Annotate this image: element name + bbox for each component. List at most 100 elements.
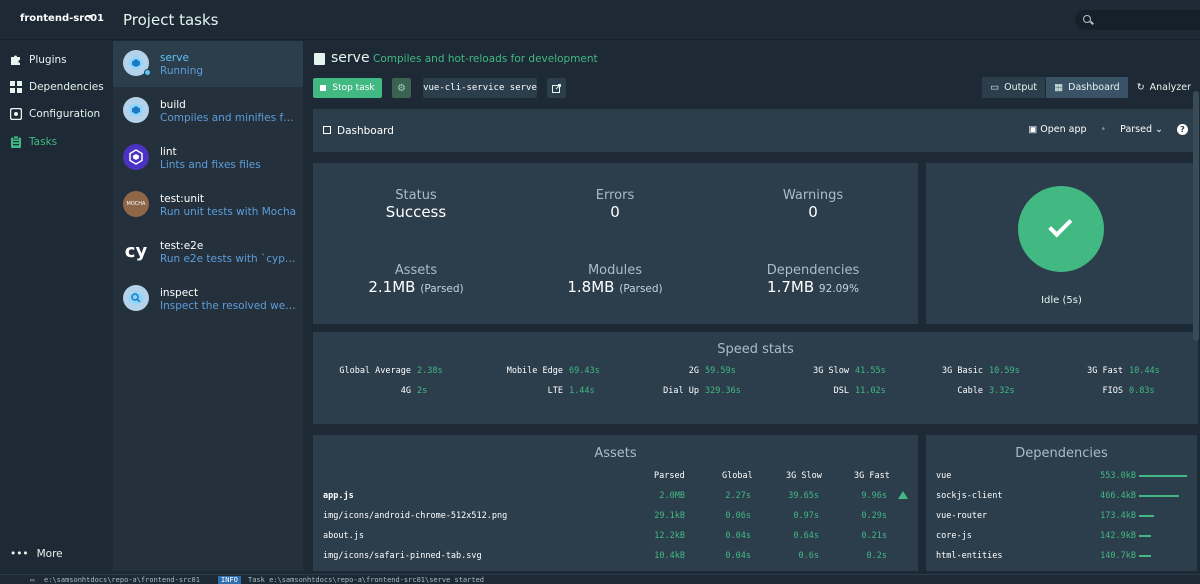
open-app-button[interactable]: ▣ Open app <box>1028 124 1086 135</box>
mocha-logo-text: MOCHA <box>126 201 146 207</box>
speed-stat-label: Cable <box>957 386 983 396</box>
puzzle-icon <box>11 55 20 65</box>
dashboard-icon <box>323 126 331 134</box>
tab-analyzer[interactable]: ↻ Analyzer <box>1129 77 1199 98</box>
stat-note: (Parsed) <box>420 283 464 295</box>
speed-stat: 2G 59.59s <box>621 366 736 376</box>
clipboard-icon <box>11 136 21 148</box>
warning-triangle-icon <box>898 491 908 499</box>
speed-stat: DSL 11.02s <box>771 386 886 396</box>
speed-stat-value: 59.59s <box>705 366 736 376</box>
settings-icon <box>10 108 22 120</box>
task-item-test-unit[interactable]: MOCHA test:unit Run unit tests with Moch… <box>113 182 303 228</box>
asset-name: about.js <box>323 531 364 541</box>
check-icon <box>1048 213 1073 238</box>
sidebar-item-tasks[interactable]: Tasks <box>10 133 57 151</box>
sidebar-item-configuration[interactable]: Configuration <box>10 105 100 123</box>
task-desc: Run e2e tests with `cypress ... <box>160 253 298 265</box>
task-item-lint[interactable]: lint Lints and fixes files <box>113 135 303 181</box>
stat-label: Status <box>395 188 437 203</box>
package-icon <box>10 81 22 93</box>
build-status-panel: Idle (5s) <box>926 163 1197 324</box>
chevron-down-icon[interactable] <box>86 15 94 19</box>
asset-global: 0.04s <box>725 551 751 561</box>
task-list: serve Running build Compiles and minifie… <box>113 41 303 571</box>
dependencies-panel: Dependencies vue 553.0kB sockjs-client 466.… <box>926 435 1197 571</box>
tab-label: Output <box>1004 82 1038 93</box>
speed-stat: Dial Up 329.36s <box>621 386 741 396</box>
open-app-label: Open app <box>1040 124 1087 135</box>
help-icon[interactable]: ? <box>1177 124 1188 135</box>
more-button[interactable]: ••• More <box>10 548 63 560</box>
speed-stat-value: 1.44s <box>569 386 595 396</box>
open-external-button[interactable] <box>547 78 566 98</box>
sidebar-item-label: Tasks <box>29 136 58 148</box>
task-settings-button[interactable]: ⚙ <box>392 78 411 98</box>
sidebar-item-label: Configuration <box>29 108 101 120</box>
speed-stat-value: 41.55s <box>855 366 886 376</box>
dependency-size: 173.4kB <box>1100 511 1136 521</box>
table-row[interactable]: img/icons/safari-pinned-tab.svg 10.4kB 0.0… <box>313 551 918 571</box>
dependency-size-bar <box>1139 555 1151 557</box>
status-path[interactable]: e:\samsonhtdocs\repo-a\frontend-src01 <box>44 576 200 584</box>
asset-name: app.js <box>323 491 354 501</box>
sidebar-item-dependencies[interactable]: Dependencies <box>10 78 104 96</box>
table-row[interactable]: html-entities 140.7kB <box>936 551 1191 571</box>
speed-stat: 3G Basic 10.59s <box>913 366 1020 376</box>
table-row[interactable]: vue 553.0kB <box>936 471 1191 491</box>
table-row[interactable]: vue-router 173.4kB <box>936 511 1191 531</box>
speed-stat-label: 3G Fast <box>1087 366 1123 376</box>
speed-stat: 4G 2s <box>321 386 428 396</box>
speed-stat: Mobile Edge 69.43s <box>471 366 600 376</box>
table-row[interactable]: core-js 142.9kB <box>936 531 1191 551</box>
speed-stat-label: 3G Slow <box>813 366 849 376</box>
dependencies-title: Dependencies <box>1015 446 1108 461</box>
speed-stat-label: Mobile Edge <box>506 366 563 376</box>
task-item-inspect[interactable]: inspect Inspect the resolved webpa... <box>113 276 303 322</box>
task-name: test:e2e <box>160 240 204 252</box>
table-row[interactable]: app.js 2.0MB 2.27s 39.65s 9.96s <box>313 491 918 511</box>
dependency-size-bar <box>1139 475 1187 477</box>
asset-parsed: 29.1kB <box>654 511 685 521</box>
dashboard-header: Dashboard ▣ Open app • Parsed ⌄ ? <box>313 109 1198 152</box>
dependency-size-bar <box>1139 515 1154 517</box>
terminal-icon: ▭ <box>990 82 1000 93</box>
search-input[interactable] <box>1075 10 1200 30</box>
mocha-icon: MOCHA <box>123 191 149 217</box>
task-name: inspect <box>160 287 199 299</box>
speed-stat-label: 2G <box>688 366 699 376</box>
task-item-serve[interactable]: serve Running <box>113 41 303 87</box>
stop-task-button[interactable]: Stop task <box>313 78 382 98</box>
mode-select[interactable]: Parsed ⌄ <box>1120 124 1163 135</box>
stop-icon <box>320 85 327 91</box>
task-item-build[interactable]: build Compiles and minifies for p... <box>113 88 303 134</box>
column-header: 3G Fast <box>854 471 890 481</box>
table-row[interactable]: sockjs-client 466.4kB <box>936 491 1191 511</box>
dependency-name: core-js <box>936 531 972 541</box>
speed-stat-value: 69.43s <box>569 366 600 376</box>
tab-output[interactable]: ▭ Output <box>982 77 1046 98</box>
stat-label: Assets <box>394 263 438 278</box>
task-name: test:unit <box>160 193 205 205</box>
project-selector[interactable]: frontend-src01 <box>20 13 104 24</box>
sidebar: Plugins Dependencies Configuration Tasks <box>0 41 113 571</box>
speed-stat-value: 11.02s <box>855 386 886 396</box>
scrollbar[interactable] <box>1193 91 1199 341</box>
column-header: Parsed <box>654 471 685 481</box>
asset-3g-fast: 0.29s <box>861 511 887 521</box>
stat-label: Modules <box>587 263 643 278</box>
speed-stat-value: 3.32s <box>989 386 1015 396</box>
stat-warnings: Warnings 0 <box>713 188 913 221</box>
task-item-test-e2e[interactable]: cy test:e2e Run e2e tests with `cypress … <box>113 229 303 275</box>
cypress-icon: cy <box>123 238 149 264</box>
sidebar-item-plugins[interactable]: Plugins <box>10 51 67 69</box>
more-label: More <box>36 548 63 560</box>
table-row[interactable]: about.js 12.2kB 0.04s 0.64s 0.21s <box>313 531 918 551</box>
dependency-size: 553.0kB <box>1100 471 1136 481</box>
table-row[interactable]: img/icons/android-chrome-512x512.png 29.1… <box>313 511 918 531</box>
status-message[interactable]: Task e:\samsonhtdocs\repo-a\frontend-src… <box>248 576 485 584</box>
tab-dashboard[interactable]: ▦ Dashboard <box>1046 77 1128 98</box>
task-desc: Run unit tests with Mocha <box>160 206 297 218</box>
asset-3g-slow: 0.64s <box>793 531 819 541</box>
folder-icon: ▭ <box>30 576 35 584</box>
